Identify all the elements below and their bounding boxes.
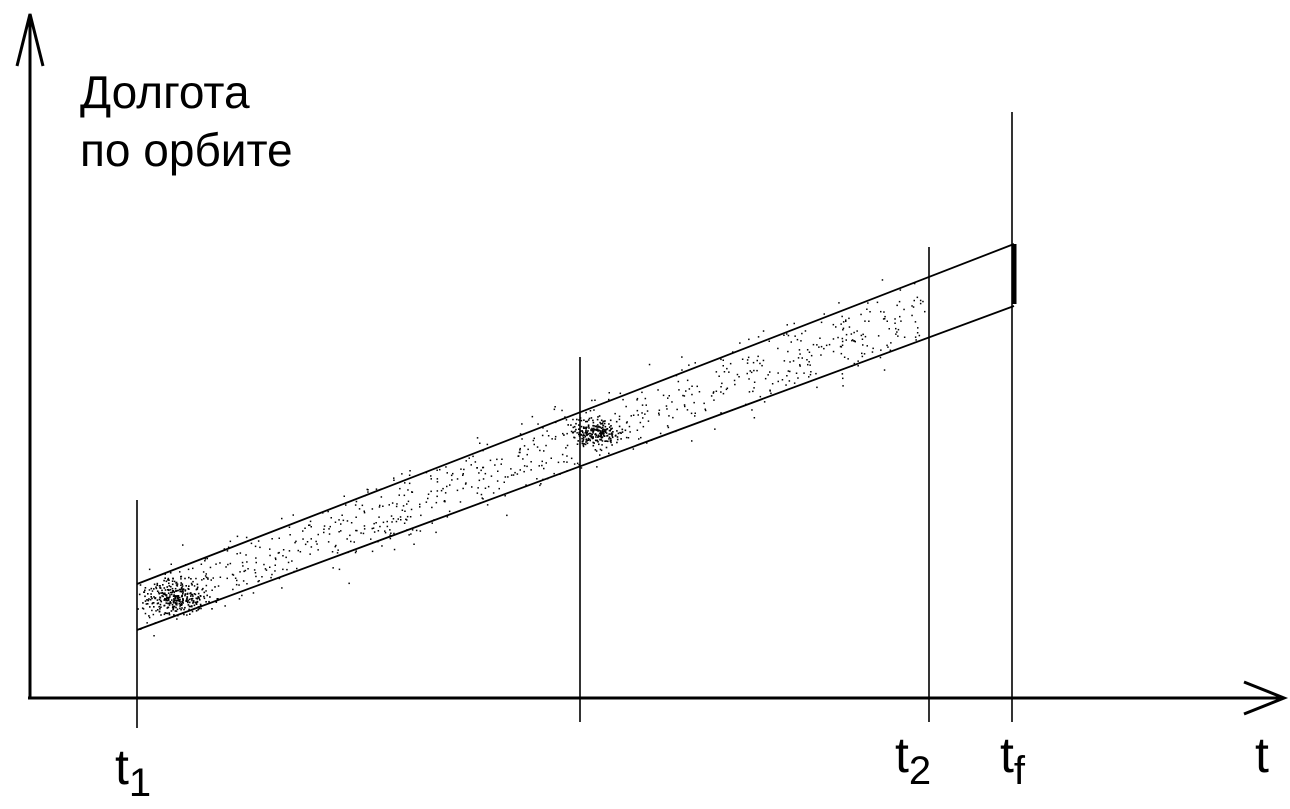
observation-scatter — [137, 279, 926, 637]
y-axis-label-line2: по орбите — [80, 124, 293, 176]
orbit-line-upper — [136, 243, 1015, 585]
x-axis-label: t — [1255, 727, 1269, 783]
x-axis-arrowhead — [1243, 680, 1289, 716]
y-axis-arrowhead — [15, 13, 45, 67]
tick-label-t2: t2 — [895, 727, 932, 793]
y-axis-label: Долгота по орбите — [80, 63, 293, 179]
y-axis-label-line1: Долгота — [80, 66, 250, 118]
tick-label-t1: t1 — [115, 739, 152, 805]
orbit-line-lower — [136, 305, 1015, 631]
tick-label-tf: tf — [1000, 727, 1026, 793]
